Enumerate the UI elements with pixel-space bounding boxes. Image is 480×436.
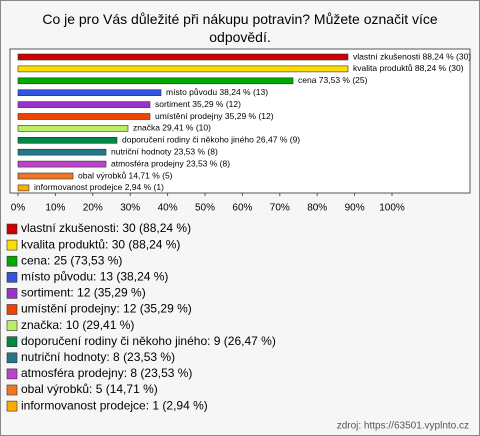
x-tick-label: 20%	[83, 203, 103, 214]
x-tick-label: 100%	[379, 203, 405, 214]
bar	[17, 113, 151, 120]
bar	[17, 184, 30, 192]
bar	[17, 65, 349, 73]
x-tick-label: 40%	[158, 203, 178, 214]
legend-swatch	[6, 255, 18, 267]
legend-swatch	[6, 320, 18, 331]
bar	[17, 125, 129, 132]
bar	[17, 53, 349, 61]
legend-label: místo původu: 13 (38,24 %)	[21, 269, 168, 283]
source: zdroj: https://63501.vyplnto.cz	[337, 421, 469, 432]
x-tick-label: 10%	[45, 203, 65, 214]
legend-label: informovanost prodejce: 1 (2,94 %)	[21, 398, 208, 412]
bar	[17, 148, 107, 156]
legend-swatch	[6, 400, 18, 412]
x-tick-label: 80%	[307, 203, 327, 214]
bar	[17, 172, 74, 180]
legend-label: obal výrobků: 5 (14,71 %)	[21, 382, 158, 396]
legend-swatch	[6, 384, 18, 396]
value-label: obal výrobků 14,71 % (5)	[78, 170, 173, 180]
legend-label: doporučení rodiny či někoho jiného: 9 (2…	[21, 334, 276, 348]
bar	[17, 89, 162, 96]
legend-label: značka: 10 (29,41 %)	[21, 318, 134, 332]
value-label: vlastní zkušenosti 88,24 % (30)	[353, 51, 471, 61]
value-label: nutriční hodnoty 23,53 % (8)	[111, 146, 218, 156]
legend-swatch	[6, 239, 18, 251]
bar	[17, 160, 107, 168]
x-tick-label: 70%	[270, 203, 290, 214]
x-tick-label: 50%	[195, 203, 215, 214]
legend-swatch	[6, 288, 18, 299]
value-label: atmosféra prodejny 23,53 % (8)	[111, 158, 230, 168]
legend-swatch	[6, 368, 18, 380]
legend-swatch	[6, 271, 18, 283]
value-label: umístění prodejny 35,29 % (12)	[155, 111, 274, 121]
value-label: doporučení rodiny či někoho jiného 26,47…	[122, 135, 300, 145]
bar	[17, 101, 151, 108]
legend-label: sortiment: 12 (35,29 %)	[21, 286, 146, 300]
legend-label: vlastní zkušenosti: 30 (88,24 %)	[21, 221, 191, 235]
value-label: místo původu 38,24 % (13)	[166, 87, 268, 97]
legend-label: umístění prodejny: 12 (35,29 %)	[21, 302, 192, 316]
x-tick-label: 0%	[11, 203, 26, 214]
value-label: cena 73,53 % (25)	[298, 75, 368, 85]
value-label: sortiment 35,29 % (12)	[155, 99, 241, 109]
value-label: kvalita produktů 88,24 % (30)	[353, 63, 464, 73]
legend-swatch	[6, 336, 18, 348]
chart-title: Co je pro Vás důležité při nákupu potrav…	[42, 11, 438, 45]
legend-label: kvalita produktů: 30 (88,24 %)	[21, 237, 180, 251]
bar	[17, 77, 294, 85]
x-tick-label: 30%	[120, 203, 140, 214]
legend-swatch	[6, 223, 18, 235]
legend-label: cena: 25 (73,53 %)	[21, 253, 122, 267]
legend-label: atmosféra prodejny: 8 (23,53 %)	[21, 366, 192, 380]
x-tick-label: 90%	[345, 203, 365, 214]
value-label: informovanost prodejce 2,94 % (1)	[34, 182, 164, 192]
x-tick-label: 60%	[232, 203, 252, 214]
bar	[17, 137, 118, 144]
legend-swatch	[6, 304, 18, 315]
plot-frame	[9, 48, 471, 194]
legend-swatch	[6, 352, 18, 364]
legend-label: nutriční hodnoty: 8 (23,53 %)	[21, 350, 175, 364]
value-label: značka 29,41 % (10)	[133, 123, 211, 133]
